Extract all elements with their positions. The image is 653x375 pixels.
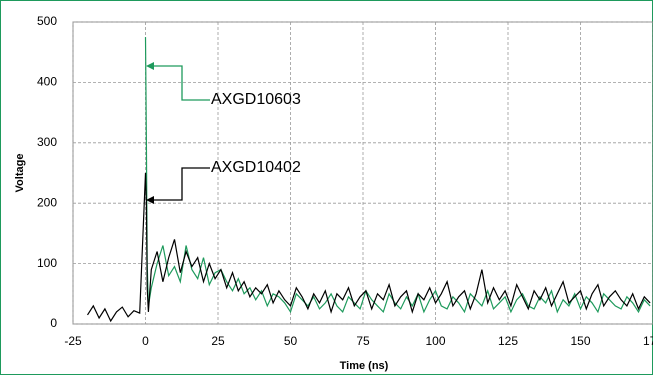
- y-tick-label: 400: [37, 75, 57, 89]
- x-tick-label: 50: [284, 334, 298, 348]
- x-tick-label: 75: [356, 334, 370, 348]
- y-tick-label: 500: [37, 14, 57, 28]
- x-tick-label: 175: [643, 334, 653, 348]
- callout-line: [152, 65, 210, 101]
- y-tick-label: 300: [37, 135, 57, 149]
- y-tick-label: 200: [37, 195, 57, 209]
- callout-line: [152, 167, 210, 201]
- y-tick-label: 100: [37, 256, 57, 270]
- x-axis-title: Time (ns): [340, 360, 389, 372]
- annotation-label: AXGD10603: [211, 91, 301, 108]
- annotation-label: AXGD10402: [211, 159, 301, 176]
- x-tick-label: 25: [211, 334, 225, 348]
- x-tick-label: 150: [570, 334, 590, 348]
- y-axis-title: Voltage: [14, 154, 26, 193]
- x-tick-label: 125: [498, 334, 518, 348]
- y-tick-label: 0: [50, 316, 57, 330]
- series-line: [144, 37, 651, 314]
- x-tick-label: 0: [142, 334, 149, 348]
- series-line: [86, 172, 651, 323]
- x-tick-label: -25: [64, 334, 82, 348]
- x-tick-label: 100: [425, 334, 445, 348]
- callout-arrowhead: [146, 62, 154, 70]
- callout-arrowhead: [146, 196, 154, 204]
